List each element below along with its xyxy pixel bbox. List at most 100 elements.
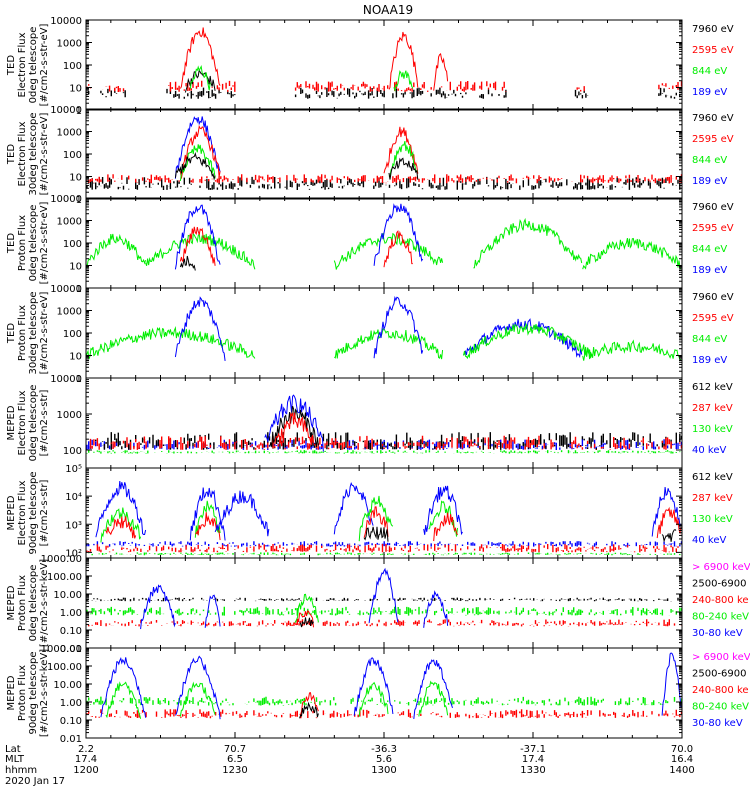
panel-6-blue-series-1 xyxy=(95,480,147,538)
panel-7-blue-series-6 xyxy=(368,567,399,623)
panel-7-base-black-series xyxy=(86,597,682,602)
panel-2-red-series-2 xyxy=(179,124,221,179)
panel-6-blue-series-4 xyxy=(189,487,226,541)
panel-8: 0.01 0.10 1.00 10.00 100.00 1000.00 MEPED Proto… xyxy=(6,644,750,745)
panel-4-ylabel-line: 30deg telescope xyxy=(28,291,39,374)
panel-4-blue-series-4 xyxy=(373,295,424,359)
panel-7-blue-series-2 xyxy=(204,594,221,628)
panel-8-legend-entry: 80-240 keV xyxy=(692,702,749,713)
panel-7-ytick-label: 1000.00 xyxy=(41,554,82,565)
panel-2-red-series-5 xyxy=(383,126,419,174)
panel-7-ytick-label: 10.00 xyxy=(53,590,82,601)
panel-6-red-series-16 xyxy=(656,506,682,539)
panel-8-traces xyxy=(86,652,682,720)
x-axis-tick-label: 5.6 xyxy=(376,754,392,765)
panel-8-ytick-label: 1000.00 xyxy=(41,644,82,655)
panel-8-black-series-6 xyxy=(299,701,319,719)
panel-2-ylabel-line: [#/cm2-s-str-eV] xyxy=(39,113,50,196)
panel-1-ylabel-line: Electron Flux xyxy=(17,32,28,97)
panel-6-base-green-series xyxy=(88,552,681,556)
panel-6-base-blue-series xyxy=(86,541,682,547)
panel-8-blue-series-3 xyxy=(174,655,221,720)
panel-2-base-black-series xyxy=(86,176,681,190)
panel-8-blue-series-7 xyxy=(353,657,394,716)
panel-3-traces xyxy=(86,203,682,271)
panel-7-ylabel-line: 0deg telescope xyxy=(28,565,39,642)
panel-7: 0.01 0.10 1.00 10.00 100.00 1000.00 MEPED Proto… xyxy=(6,554,750,655)
panel-8-ylabel-line: 90deg telescope xyxy=(28,651,39,734)
panel-4-legend-entry: 2595 eV xyxy=(692,313,734,324)
panel-6-green-series-13 xyxy=(428,500,458,537)
panel-3-legend-entry: 844 eV xyxy=(692,244,727,255)
panel-6-legend-entry: 40 keV xyxy=(692,535,726,546)
panel-8-ytick-label: 10.00 xyxy=(53,680,82,691)
x-axis-tick-label: 17.4 xyxy=(522,754,544,765)
panel-5-base-red-series xyxy=(89,435,682,450)
x-axis-labels: LatMLThhmm2.217.4120070.76.51230-36.35.6… xyxy=(5,744,695,787)
x-axis-row-label: MLT xyxy=(5,754,25,765)
panel-6-blue-series-15 xyxy=(651,486,682,537)
panel-5-frame xyxy=(85,377,683,469)
panel-3-green-series-6 xyxy=(333,232,444,270)
panel-6-black-series-11 xyxy=(363,526,389,542)
panel-5-ytick-label: 100 xyxy=(63,446,82,457)
x-axis-tick-label: 1300 xyxy=(371,765,396,776)
panel-8-legend-entry: > 6900 keV xyxy=(692,652,750,663)
panel-4-green-series-1 xyxy=(86,326,256,360)
panel-1-ylabel-line: [#/cm2-s-str-eV] xyxy=(39,24,50,107)
panel-2-ylabel-line: 30deg telescope xyxy=(28,112,39,195)
panel-4-ytick-label: 1000 xyxy=(57,307,82,318)
panel-6-ytick-label: 10⁵ xyxy=(65,464,82,475)
panel-2-base-red-series xyxy=(86,174,682,184)
panel-6-red-series-14 xyxy=(433,512,458,542)
panel-7-ytick-label: 1.00 xyxy=(60,608,82,619)
panel-5-ytick-label: 10000 xyxy=(50,374,82,385)
panel-1-traces xyxy=(86,27,682,99)
x-axis-tick-label: 1200 xyxy=(73,765,98,776)
panel-8-green-series-2 xyxy=(105,681,142,719)
panel-6-blue-series-7 xyxy=(214,490,270,537)
x-axis-tick-label: -36.3 xyxy=(371,744,397,755)
panel-5-ylabel-line: Electron Flux xyxy=(17,390,28,455)
panel-2-ylabel-line: TED xyxy=(6,144,17,165)
panel-5-legend-entry: 612 keV xyxy=(692,382,733,393)
panel-4-blue-series-5 xyxy=(463,318,583,359)
panel-7-ytick-label: 100.00 xyxy=(47,572,82,583)
panel-4-green-series-3 xyxy=(333,327,444,360)
panel-6-base-red-series xyxy=(86,543,679,553)
panel-1-ytick-label: 1 xyxy=(76,106,82,117)
panel-5-base-black-series xyxy=(95,432,682,450)
panel-6-black-series-17 xyxy=(661,528,677,543)
panel-8-green-series-4 xyxy=(179,681,216,717)
panel-2-ytick-label: 10000 xyxy=(50,105,82,116)
x-axis-tick-label: 70.0 xyxy=(671,744,693,755)
panel-8-frame xyxy=(85,647,683,739)
x-axis-tick-label: 1330 xyxy=(520,765,545,776)
panel-8-legend-entry: 30-80 keV xyxy=(692,718,743,729)
x-axis-tick-label: 16.4 xyxy=(671,754,693,765)
panel-3-ylabel-line: TED xyxy=(6,233,17,254)
panel-6-red-series-3 xyxy=(105,516,137,539)
panel-1-ylabel-line: 0deg telescope xyxy=(28,27,39,104)
panel-5-red-series-3 xyxy=(274,412,314,445)
panel-5-ytick-label: 1000 xyxy=(57,410,82,421)
panel-1-base-red-series xyxy=(86,80,682,92)
panel-7-blue-series-1 xyxy=(140,584,176,630)
panel-6-ylabel-line: MEPED xyxy=(6,495,17,530)
panel-1-legend-entry: 844 eV xyxy=(692,66,727,77)
panel-2-ytick-label: 1 xyxy=(76,195,82,206)
panel-3-ylabel-line: 0deg telescope xyxy=(28,205,39,282)
panel-1-legend-entry: 2595 eV xyxy=(692,45,734,56)
panel-7-legend-entry: 30-80 keV xyxy=(692,628,743,639)
panel-3-black-series-5 xyxy=(179,255,196,271)
x-axis-row-label: Lat xyxy=(5,744,21,755)
panel-3-ytick-label: 10000 xyxy=(50,194,82,205)
x-axis-tick-label: 1230 xyxy=(222,765,247,776)
panel-4-ylabel-line: Proton Flux xyxy=(17,305,28,361)
panel-4-ylabel-line: [#/cm2-s-str-eV] xyxy=(39,292,50,375)
panel-3-ytick-label: 1000 xyxy=(57,217,82,228)
panel-7-green-series-3 xyxy=(294,593,319,624)
panel-3-blue-series-7 xyxy=(373,203,424,266)
panel-7-legend-entry: 80-240 keV xyxy=(692,612,749,623)
